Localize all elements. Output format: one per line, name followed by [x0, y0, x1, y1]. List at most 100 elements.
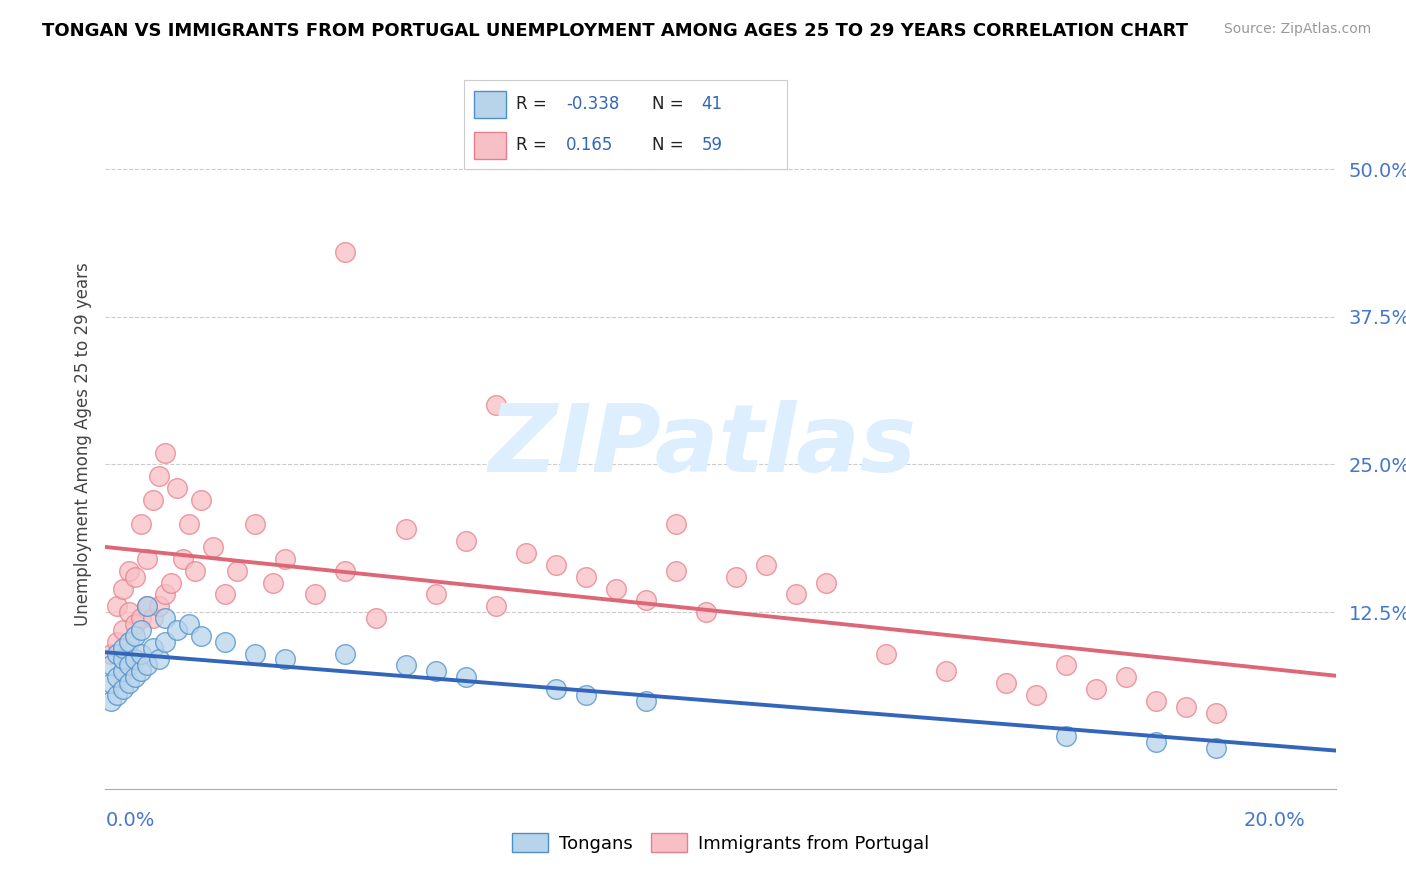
- Point: [136, 658, 159, 673]
- Point: [100, 658, 122, 673]
- Point: [166, 623, 188, 637]
- Point: [574, 688, 596, 702]
- Point: [1205, 706, 1227, 720]
- Text: R =: R =: [516, 95, 551, 113]
- Point: [335, 244, 357, 259]
- Point: [118, 676, 141, 690]
- Point: [1054, 729, 1077, 743]
- Point: [785, 587, 807, 601]
- Text: Source: ZipAtlas.com: Source: ZipAtlas.com: [1223, 22, 1371, 37]
- Point: [118, 564, 141, 578]
- Text: -0.338: -0.338: [565, 95, 619, 113]
- Point: [112, 665, 135, 679]
- Point: [245, 516, 267, 531]
- Point: [100, 676, 122, 690]
- Point: [574, 570, 596, 584]
- Point: [394, 523, 416, 537]
- Point: [107, 670, 129, 684]
- Point: [454, 534, 477, 549]
- Point: [155, 611, 177, 625]
- Point: [131, 516, 153, 531]
- Point: [148, 469, 170, 483]
- Point: [124, 629, 146, 643]
- Point: [634, 593, 657, 607]
- Point: [184, 564, 207, 578]
- Point: [100, 694, 122, 708]
- Point: [190, 492, 212, 507]
- Point: [172, 552, 194, 566]
- Point: [136, 599, 159, 614]
- Point: [112, 582, 135, 596]
- Text: ZIPatlas: ZIPatlas: [489, 400, 917, 492]
- Text: TONGAN VS IMMIGRANTS FROM PORTUGAL UNEMPLOYMENT AMONG AGES 25 TO 29 YEARS CORREL: TONGAN VS IMMIGRANTS FROM PORTUGAL UNEMP…: [42, 22, 1188, 40]
- Point: [454, 670, 477, 684]
- Point: [1115, 670, 1137, 684]
- Point: [634, 694, 657, 708]
- Point: [274, 552, 297, 566]
- Point: [484, 599, 506, 614]
- Point: [695, 605, 717, 619]
- Point: [112, 681, 135, 696]
- Text: 59: 59: [702, 136, 723, 154]
- Point: [112, 652, 135, 666]
- Point: [107, 634, 129, 648]
- Point: [1084, 681, 1107, 696]
- Point: [179, 617, 201, 632]
- Point: [118, 658, 141, 673]
- Point: [1144, 694, 1167, 708]
- Point: [107, 688, 129, 702]
- Point: [214, 587, 236, 601]
- Y-axis label: Unemployment Among Ages 25 to 29 years: Unemployment Among Ages 25 to 29 years: [73, 262, 91, 625]
- Point: [335, 564, 357, 578]
- Point: [935, 665, 957, 679]
- Point: [190, 629, 212, 643]
- Point: [107, 647, 129, 661]
- Point: [425, 587, 447, 601]
- Point: [107, 599, 129, 614]
- Point: [160, 575, 183, 590]
- Point: [124, 617, 146, 632]
- Point: [124, 670, 146, 684]
- Point: [136, 552, 159, 566]
- Point: [131, 665, 153, 679]
- Point: [155, 634, 177, 648]
- Point: [544, 681, 567, 696]
- Point: [335, 647, 357, 661]
- Point: [304, 587, 326, 601]
- Point: [1205, 741, 1227, 756]
- Point: [179, 516, 201, 531]
- Point: [484, 398, 506, 412]
- Point: [112, 640, 135, 655]
- Point: [1054, 658, 1077, 673]
- Point: [131, 623, 153, 637]
- Point: [1025, 688, 1047, 702]
- Point: [994, 676, 1017, 690]
- Text: R =: R =: [516, 136, 551, 154]
- Point: [755, 558, 778, 572]
- Point: [515, 546, 537, 560]
- Point: [263, 575, 285, 590]
- Text: 41: 41: [702, 95, 723, 113]
- Point: [875, 647, 897, 661]
- Point: [364, 611, 387, 625]
- Point: [425, 665, 447, 679]
- Point: [214, 634, 236, 648]
- Point: [1174, 699, 1197, 714]
- Point: [226, 564, 249, 578]
- Point: [155, 587, 177, 601]
- Point: [1144, 735, 1167, 749]
- Point: [118, 605, 141, 619]
- Point: [544, 558, 567, 572]
- Text: N =: N =: [651, 95, 689, 113]
- Point: [202, 540, 225, 554]
- Point: [124, 652, 146, 666]
- Point: [118, 634, 141, 648]
- Point: [814, 575, 837, 590]
- Point: [131, 611, 153, 625]
- Point: [100, 647, 122, 661]
- Point: [166, 481, 188, 495]
- Point: [142, 640, 165, 655]
- Point: [142, 611, 165, 625]
- Point: [664, 516, 686, 531]
- Point: [148, 652, 170, 666]
